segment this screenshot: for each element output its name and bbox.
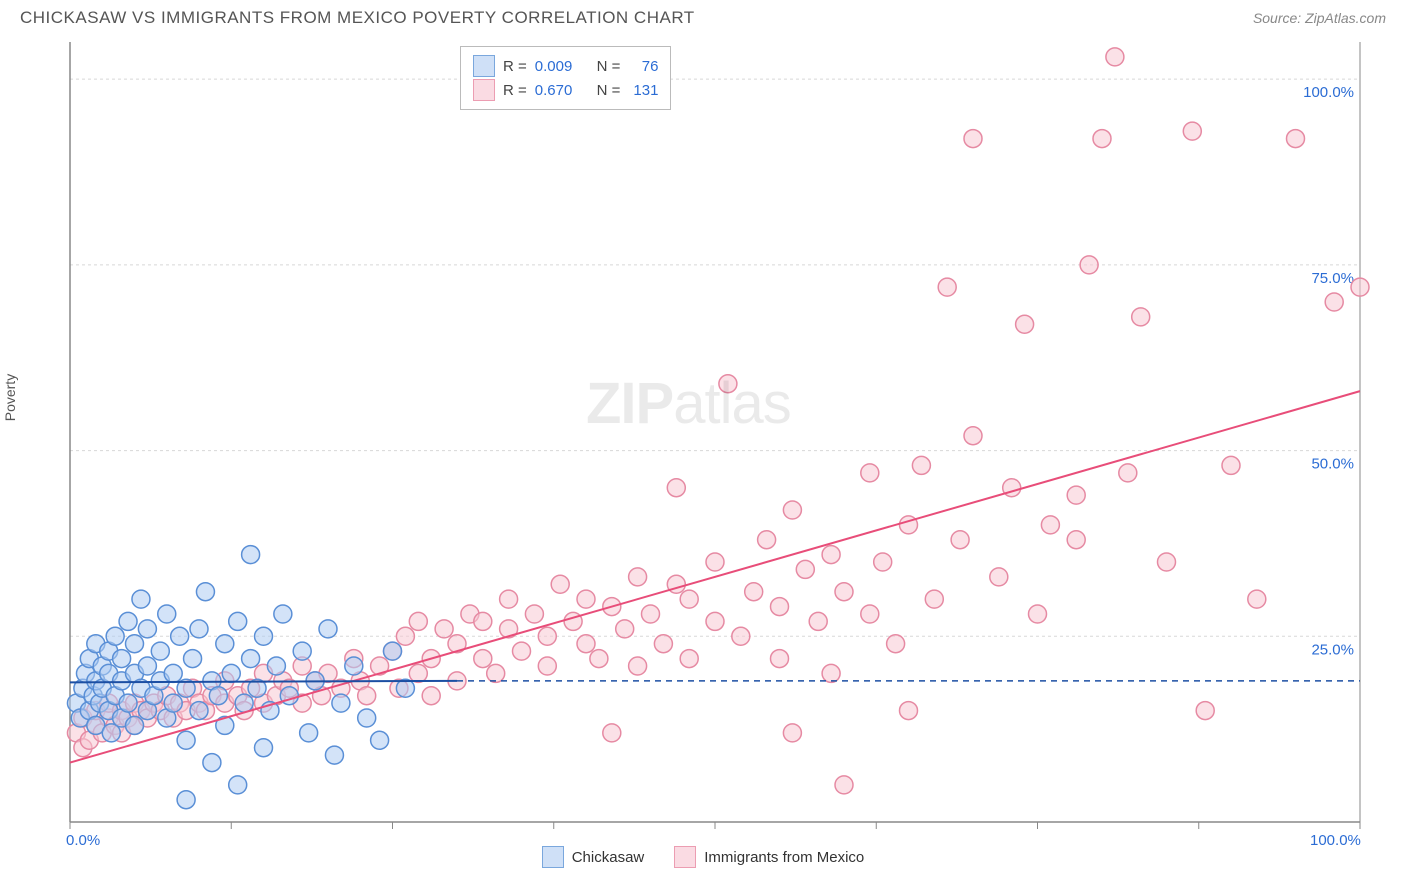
legend-swatch — [473, 79, 495, 101]
svg-text:100.0%: 100.0% — [1303, 84, 1354, 101]
x-axis-start-label: 0.0% — [66, 832, 100, 849]
legend-item: Immigrants from Mexico — [674, 846, 864, 868]
source-label: Source: ZipAtlas.com — [1253, 10, 1386, 26]
scatter-plot: 25.0% 50.0% 75.0% 100.0% — [20, 32, 1380, 842]
chart-area: Poverty 25.0%50.0%75.0%100.0% ZIPatlas R… — [20, 32, 1386, 842]
y-axis-label: Poverty — [2, 374, 18, 421]
footer-legend: Chickasaw Immigrants from Mexico — [0, 846, 1406, 868]
stats-legend-box: R = 0.009 N = 76 R = 0.670 N = 131 — [460, 46, 671, 110]
stat-n-label: N = — [597, 82, 621, 99]
legend-label: Immigrants from Mexico — [704, 849, 864, 866]
x-axis-end-label: 100.0% — [1310, 832, 1361, 849]
stat-n-label: N = — [597, 58, 621, 75]
svg-text:75.0%: 75.0% — [1311, 270, 1354, 287]
stat-n-value: 131 — [628, 82, 658, 99]
stat-n-value: 76 — [628, 58, 658, 75]
legend-swatch — [542, 846, 564, 868]
legend-label: Chickasaw — [572, 849, 645, 866]
stat-r-label: R = — [503, 58, 527, 75]
stats-row: R = 0.670 N = 131 — [473, 79, 658, 101]
stat-r-value: 0.009 — [535, 58, 573, 75]
chart-title: CHICKASAW VS IMMIGRANTS FROM MEXICO POVE… — [20, 8, 695, 28]
svg-text:50.0%: 50.0% — [1311, 456, 1354, 473]
legend-swatch — [473, 55, 495, 77]
stat-r-label: R = — [503, 82, 527, 99]
svg-text:25.0%: 25.0% — [1311, 641, 1354, 658]
legend-swatch — [674, 846, 696, 868]
stat-r-value: 0.670 — [535, 82, 573, 99]
stats-row: R = 0.009 N = 76 — [473, 55, 658, 77]
legend-item: Chickasaw — [542, 846, 645, 868]
